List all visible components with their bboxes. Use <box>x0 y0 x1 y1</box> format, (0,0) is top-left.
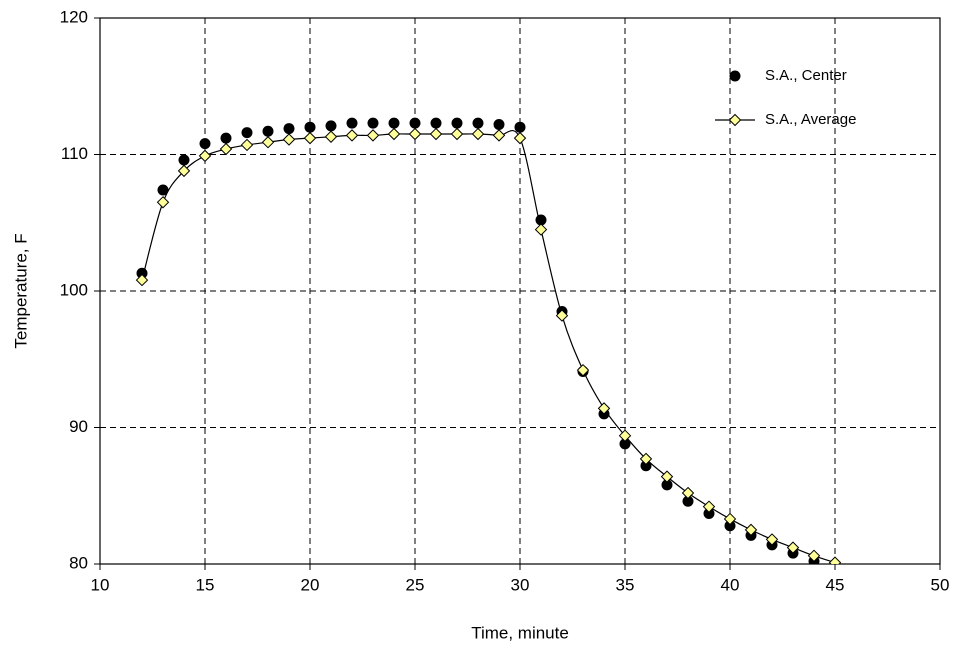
data-point <box>409 117 421 129</box>
y-tick-label: 80 <box>69 553 88 572</box>
data-point <box>240 138 254 152</box>
legend-marker <box>729 70 741 82</box>
x-tick-label: 10 <box>91 575 110 594</box>
data-point <box>261 136 275 149</box>
data-point <box>514 121 526 133</box>
data-point <box>702 500 716 513</box>
data-point <box>408 127 422 141</box>
data-point <box>451 117 463 129</box>
data-point <box>241 127 253 139</box>
data-point <box>283 123 295 135</box>
data-point <box>156 196 170 209</box>
x-tick-label: 30 <box>511 575 530 594</box>
x-tick-label: 50 <box>931 575 950 594</box>
y-tick-label: 100 <box>60 280 88 299</box>
data-point <box>220 132 232 144</box>
x-tick-label: 15 <box>196 575 215 594</box>
data-point <box>304 121 316 133</box>
data-point <box>345 129 359 142</box>
x-tick-label: 40 <box>721 575 740 594</box>
data-point <box>619 438 631 450</box>
data-point <box>618 429 632 442</box>
data-point <box>682 495 694 507</box>
data-point <box>346 117 358 129</box>
y-axis-label: Temperature, F <box>11 233 30 348</box>
data-point <box>282 133 296 146</box>
data-point <box>135 273 149 287</box>
y-tick-label: 110 <box>61 144 88 163</box>
data-point <box>177 164 191 178</box>
data-point <box>324 130 338 143</box>
x-axis-label: Time, minute <box>471 623 569 642</box>
data-point <box>366 129 380 142</box>
data-point <box>828 556 842 564</box>
plot-area <box>135 117 842 564</box>
data-point <box>178 154 190 166</box>
data-point <box>724 520 736 532</box>
data-point <box>660 470 674 483</box>
x-tick-label: 45 <box>826 575 845 594</box>
data-point <box>744 523 758 537</box>
y-tick-label: 90 <box>69 417 88 436</box>
data-point <box>640 460 652 472</box>
data-point <box>367 117 379 129</box>
data-point <box>765 533 779 546</box>
data-point <box>430 117 442 129</box>
data-point <box>703 507 715 519</box>
data-point <box>471 127 485 141</box>
x-tick-label: 25 <box>406 575 425 594</box>
data-point <box>303 131 317 145</box>
data-point <box>492 129 506 142</box>
data-point <box>576 363 590 377</box>
data-point <box>199 138 211 150</box>
data-point <box>387 127 401 141</box>
data-point <box>262 125 274 137</box>
data-point <box>493 118 505 130</box>
data-point <box>219 142 233 156</box>
data-point <box>661 479 673 491</box>
data-point <box>534 223 548 236</box>
data-point <box>325 120 337 132</box>
data-point <box>786 541 800 554</box>
data-point <box>157 184 169 196</box>
data-point <box>807 549 821 563</box>
data-point <box>597 402 611 415</box>
data-point <box>429 127 443 141</box>
data-point <box>639 452 653 466</box>
plot-frame <box>99 17 941 565</box>
series-line <box>141 129 836 564</box>
data-point <box>723 512 737 526</box>
legend-label: S.A., Center <box>765 67 847 84</box>
data-point <box>198 149 212 163</box>
x-tick-label: 35 <box>616 575 635 594</box>
data-point <box>681 486 695 500</box>
data-point <box>513 131 527 145</box>
y-tick-label: 120 <box>60 7 88 26</box>
data-point <box>472 117 484 129</box>
legend-marker <box>728 113 742 127</box>
x-tick-label: 20 <box>301 575 320 594</box>
data-point <box>555 309 569 322</box>
data-point <box>388 117 400 129</box>
legend-label: S.A., Average <box>765 111 856 128</box>
data-point <box>450 127 464 141</box>
